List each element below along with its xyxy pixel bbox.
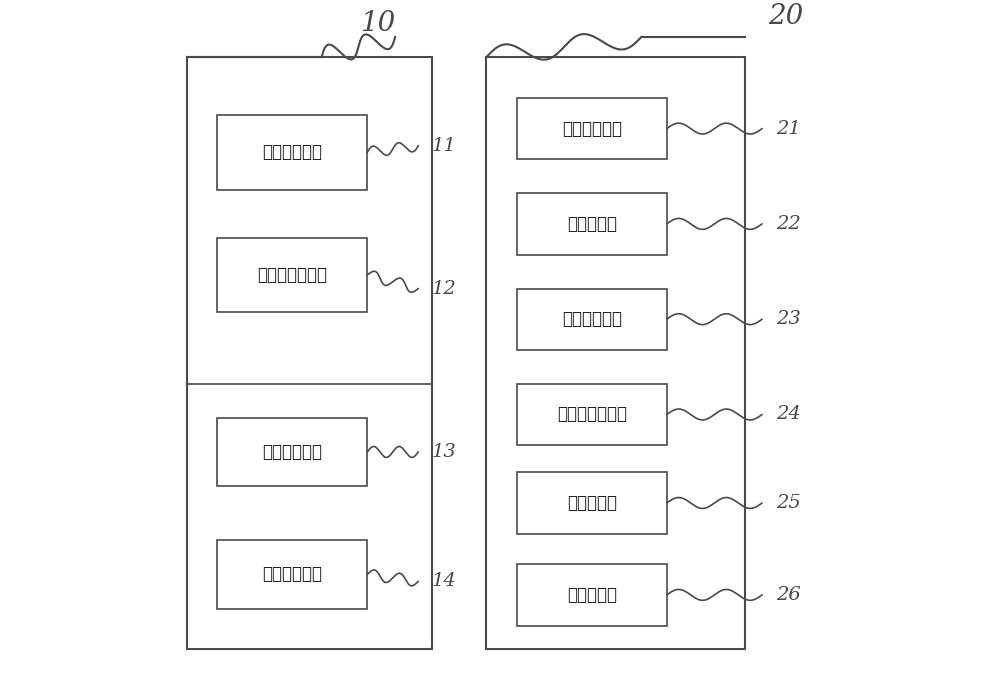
Text: 24: 24 — [776, 406, 800, 424]
Text: 20: 20 — [768, 3, 804, 30]
FancyBboxPatch shape — [217, 115, 367, 190]
FancyBboxPatch shape — [517, 565, 667, 625]
FancyBboxPatch shape — [517, 289, 667, 350]
Text: 储纬器接触器: 储纬器接触器 — [562, 310, 622, 328]
Text: 监控控制单元: 监控控制单元 — [262, 144, 322, 162]
Text: 14: 14 — [432, 572, 457, 590]
FancyBboxPatch shape — [486, 57, 745, 650]
Text: 储纬器控制单元: 储纬器控制单元 — [257, 266, 327, 284]
Text: 13: 13 — [432, 443, 457, 461]
Text: 22: 22 — [776, 215, 800, 233]
Text: 慢速寸动接触器: 慢速寸动接触器 — [557, 406, 627, 424]
Text: 刹车接触器: 刹车接触器 — [567, 586, 617, 604]
Text: 11: 11 — [432, 137, 457, 155]
Text: 光探接触器: 光探接触器 — [567, 494, 617, 512]
Text: 23: 23 — [776, 310, 800, 328]
Text: 光探控制单元: 光探控制单元 — [262, 443, 322, 461]
Text: 25: 25 — [776, 494, 800, 512]
Text: 刹车控制单元: 刹车控制单元 — [262, 565, 322, 583]
Text: 26: 26 — [776, 586, 800, 604]
FancyBboxPatch shape — [217, 418, 367, 486]
Text: 21: 21 — [776, 120, 800, 137]
Text: 监控接触器: 监控接触器 — [567, 215, 617, 233]
FancyBboxPatch shape — [517, 193, 667, 254]
Text: 指示灯接触器: 指示灯接触器 — [562, 120, 622, 137]
Text: 10: 10 — [360, 10, 395, 37]
FancyBboxPatch shape — [217, 238, 367, 312]
FancyBboxPatch shape — [517, 473, 667, 534]
Text: 12: 12 — [432, 279, 457, 298]
FancyBboxPatch shape — [517, 384, 667, 445]
FancyBboxPatch shape — [217, 540, 367, 608]
FancyBboxPatch shape — [187, 57, 432, 650]
FancyBboxPatch shape — [517, 98, 667, 159]
